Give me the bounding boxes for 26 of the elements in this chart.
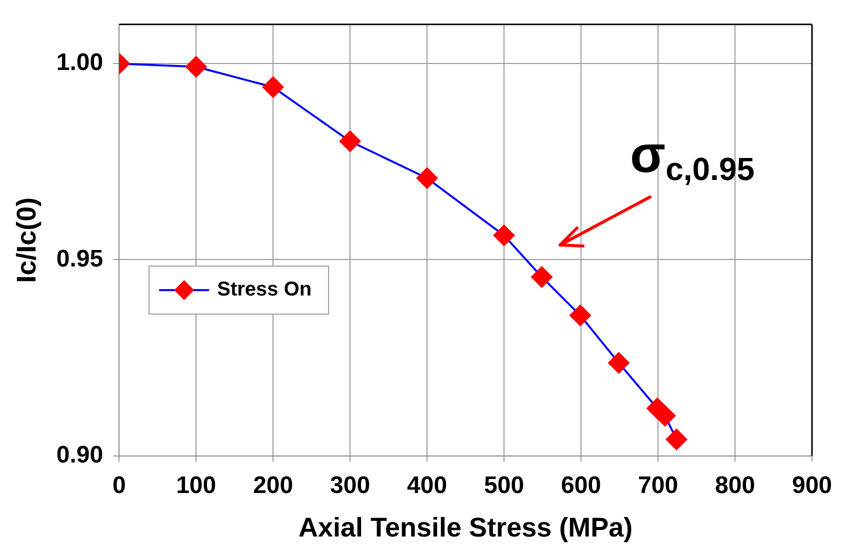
y-tick-label: 0.95 [56, 245, 104, 272]
x-tick-label: 600 [561, 472, 602, 499]
x-tick-label: 0 [112, 472, 126, 499]
x-tick-label: 300 [330, 472, 370, 499]
x-tick-label: 500 [484, 472, 524, 499]
point [262, 76, 284, 98]
x-tick-label: 200 [253, 472, 294, 499]
y-tick-label: 0.90 [56, 441, 104, 468]
x-tick-label: 100 [176, 472, 216, 499]
x-tick-label: 900 [792, 472, 832, 499]
y-axis-title: Ic/Ic(0) [12, 197, 42, 283]
point [339, 130, 362, 152]
y-tick-label: 1.00 [56, 49, 104, 76]
x-axis-title: Axial Tensile Stress (MPa) [298, 512, 633, 542]
point [569, 304, 592, 326]
point [185, 56, 208, 78]
point [666, 428, 688, 450]
x-tick-label: 800 [714, 472, 756, 499]
x-tick-label: 700 [638, 472, 678, 499]
point [493, 224, 516, 246]
x-tick-label: 400 [407, 472, 448, 499]
legend-label: Stress On [217, 278, 312, 301]
point [416, 167, 438, 190]
point [530, 266, 553, 288]
point [654, 404, 676, 427]
point [608, 352, 630, 374]
